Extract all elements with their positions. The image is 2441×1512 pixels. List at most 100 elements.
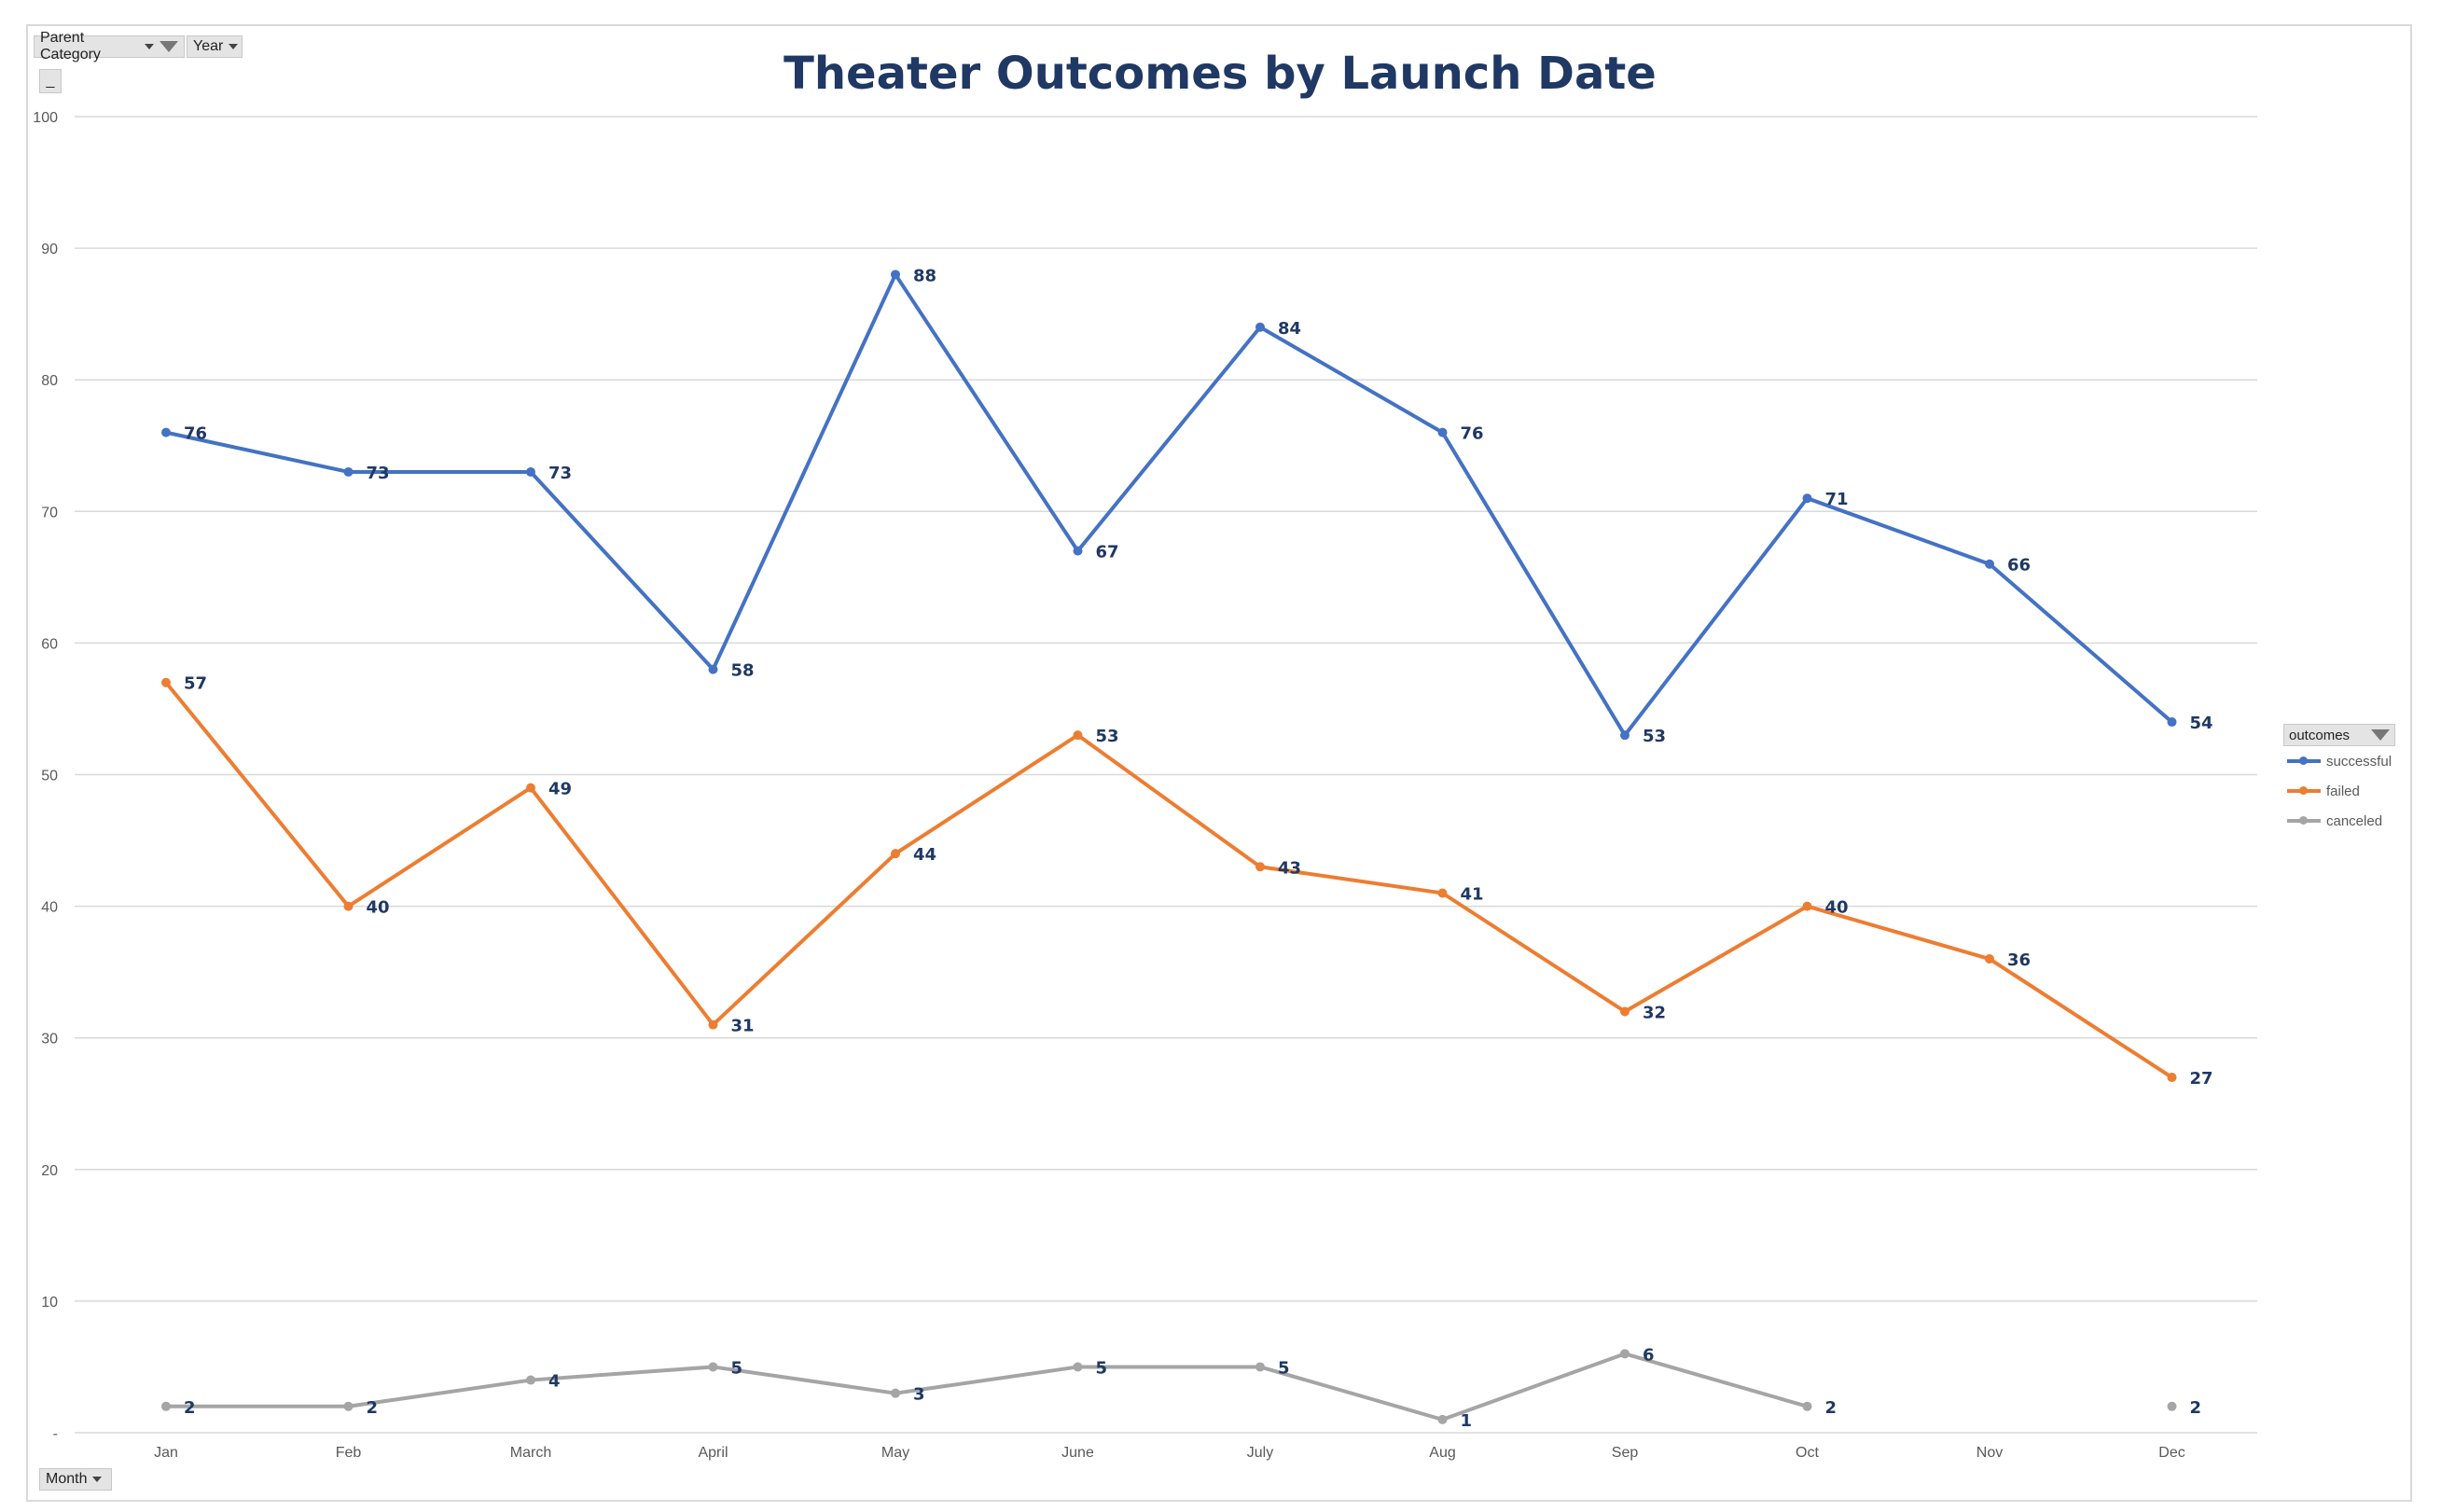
data-label: 2 — [184, 1398, 196, 1418]
x-axis-ticks: Jan Feb March April May June July Aug Sep Oct Nov D… — [154, 1445, 2185, 1461]
data-label: 71 — [1825, 490, 1849, 509]
data-label: 54 — [2190, 714, 2213, 733]
y-tick-label: 20 — [41, 1163, 58, 1179]
data-point-canceled — [343, 1401, 354, 1411]
data-point-successful — [2167, 717, 2177, 728]
data-label: 58 — [731, 661, 755, 681]
y-tick-label: 100 — [33, 110, 58, 126]
x-tick-label: Nov — [1976, 1445, 2003, 1461]
y-axis-ticks: - 10 20 30 40 50 60 70 80 90 100 — [33, 110, 58, 1442]
y-tick-label: 90 — [41, 242, 58, 257]
legend-items: successful failed canceled — [2283, 746, 2395, 836]
month-field-button[interactable]: Month — [39, 1468, 112, 1491]
legend-label: successful — [2326, 753, 2392, 770]
legend-item-successful: successful — [2283, 746, 2395, 776]
data-point-failed — [161, 677, 171, 687]
data-point-canceled — [161, 1401, 171, 1411]
data-point-successful — [343, 466, 354, 477]
data-label: 27 — [2190, 1069, 2213, 1089]
legend-filter-button[interactable]: outcomes — [2283, 724, 2395, 746]
data-point-failed — [526, 783, 535, 793]
data-point-canceled — [891, 1388, 900, 1398]
x-tick-label: Feb — [336, 1445, 362, 1461]
data-point-failed — [1620, 1006, 1630, 1017]
data-point-successful — [161, 427, 171, 437]
collapse-label: _ — [46, 73, 55, 89]
data-label: 2 — [1825, 1398, 1838, 1418]
data-point-successful — [708, 664, 718, 674]
year-filter-button[interactable]: Year — [187, 35, 243, 58]
data-point-canceled — [708, 1362, 718, 1372]
y-tick-label: 40 — [41, 900, 58, 916]
data-label: 73 — [367, 464, 390, 483]
filter-icon — [2371, 729, 2390, 741]
data-label: 88 — [913, 266, 936, 285]
data-label: 5 — [731, 1358, 743, 1378]
data-label: 32 — [1643, 1003, 1666, 1022]
legend-item-failed: failed — [2283, 776, 2395, 806]
y-tick-label: 10 — [41, 1295, 58, 1311]
month-label: Month — [46, 1471, 88, 1487]
data-label: 57 — [184, 674, 207, 694]
y-tick-label: - — [53, 1426, 58, 1442]
data-point-successful — [1620, 730, 1630, 741]
data-point-successful — [1802, 493, 1812, 504]
data-label: 53 — [1643, 727, 1666, 746]
x-tick-label: May — [881, 1445, 909, 1461]
filter-icon — [159, 41, 178, 52]
data-label: 41 — [1461, 884, 1484, 904]
data-point-canceled — [1073, 1362, 1083, 1372]
legend-label: failed — [2326, 783, 2360, 799]
data-point-failed — [2167, 1073, 2177, 1083]
data-label: 40 — [1825, 898, 1849, 918]
data-label: 43 — [1278, 858, 1301, 878]
data-point-successful — [891, 270, 900, 280]
series-line-failed — [164, 681, 2173, 1079]
data-point-failed — [1802, 901, 1812, 911]
data-label: 2 — [2190, 1398, 2202, 1418]
data-point-failed — [891, 849, 900, 859]
parent-category-filter-button[interactable]: Parent Category — [34, 30, 185, 62]
x-tick-label: March — [510, 1445, 551, 1461]
data-point-successful — [1985, 559, 1994, 569]
data-point-successful — [1073, 546, 1083, 556]
chart-title: Theater Outcomes by Launch Date — [784, 48, 1657, 100]
data-label: 53 — [1096, 727, 1119, 746]
data-label: 67 — [1096, 543, 1119, 562]
x-tick-label: Jan — [154, 1445, 178, 1461]
year-label: Year — [193, 38, 224, 54]
y-tick-label: 70 — [41, 505, 58, 520]
data-label: 40 — [367, 898, 390, 918]
chevron-down-icon — [229, 44, 239, 49]
data-label: 73 — [548, 464, 572, 483]
data-point-failed — [708, 1020, 718, 1030]
data-point-canceled — [1255, 1362, 1265, 1372]
legend-swatch — [2287, 816, 2321, 825]
data-label: 84 — [1278, 319, 1301, 339]
legend-item-canceled: canceled — [2283, 806, 2395, 836]
data-label: 44 — [913, 845, 936, 865]
series-line-successful — [165, 272, 2173, 738]
data-label: 2 — [367, 1398, 379, 1418]
data-point-failed — [1437, 888, 1448, 898]
data-label: 4 — [548, 1372, 561, 1392]
gridlines — [75, 116, 2257, 1434]
data-label: 49 — [548, 780, 572, 799]
data-point-successful — [1255, 322, 1265, 332]
data-point-canceled — [526, 1375, 535, 1385]
data-point-failed — [1985, 954, 1994, 964]
chevron-down-icon — [145, 44, 154, 49]
data-label: 1 — [1461, 1411, 1473, 1431]
y-tick-label: 50 — [41, 769, 58, 784]
data-label: 3 — [913, 1385, 925, 1405]
collapse-button[interactable]: _ — [39, 69, 62, 93]
data-label: 66 — [2007, 556, 2031, 576]
data-point-successful — [526, 466, 535, 477]
data-point-canceled — [1437, 1414, 1448, 1424]
data-point-canceled — [2167, 1401, 2177, 1411]
x-tick-label: Sep — [1612, 1445, 1639, 1461]
data-label: 5 — [1278, 1358, 1290, 1378]
data-point-successful — [1437, 427, 1448, 437]
chevron-down-icon — [92, 1477, 103, 1482]
